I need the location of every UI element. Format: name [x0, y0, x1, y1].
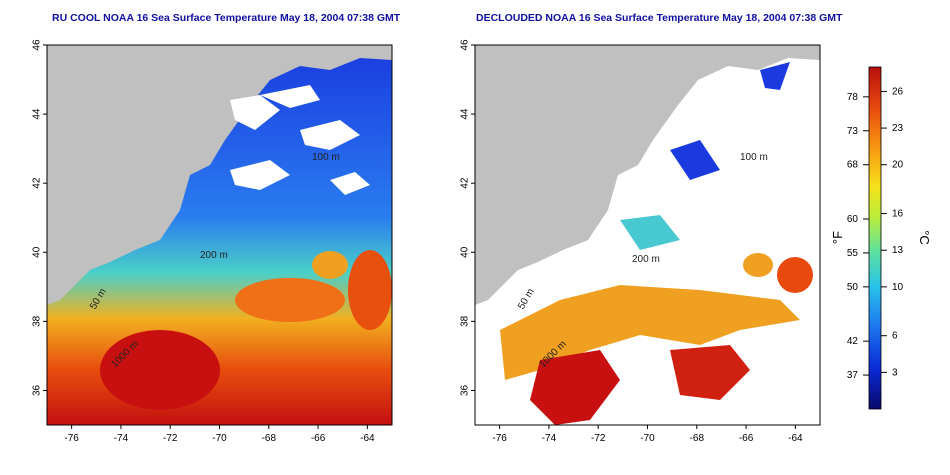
lat-tick-left-3: 42: [32, 177, 43, 189]
lat-tick-right-5: 46: [460, 39, 471, 51]
celsius-tick-2: 20: [892, 160, 904, 171]
lon-tick-right-3: -70: [640, 433, 655, 444]
celsius-tick-6: 6: [892, 331, 898, 342]
lat-tick-right-0: 36: [460, 384, 471, 396]
right-warm-band: [500, 285, 800, 380]
left-clouds: [230, 85, 370, 195]
fahrenheit-unit: °F: [830, 230, 846, 245]
fahrenheit-tick-2: 68: [847, 160, 859, 171]
lat-tick-right-3: 42: [460, 177, 471, 189]
right-axes: -76 -74 -72 -70 -68 -66 -64 36 38 40 42 44 46: [460, 39, 803, 444]
fahrenheit-tick-5: 50: [847, 282, 859, 293]
lat-tick-left-5: 46: [32, 39, 43, 51]
celsius-tick-1: 23: [892, 123, 904, 134]
lat-tick-right-4: 44: [460, 108, 471, 120]
lon-tick-right-5: -66: [739, 433, 754, 444]
fahrenheit-tick-0: 78: [847, 92, 859, 103]
fahrenheit-tick-4: 55: [847, 248, 859, 259]
celsius-unit: °C: [916, 230, 932, 245]
lon-tick-right-4: -68: [690, 433, 705, 444]
contour-label-200m-right: 200 m: [632, 254, 660, 265]
left-panel-title: RU COOL NOAA 16 Sea Surface Temperature …: [52, 12, 401, 24]
lat-tick-right-2: 40: [460, 246, 471, 258]
lat-tick-left-2: 40: [32, 246, 43, 258]
contour-label-100m-left: 100 m: [312, 152, 340, 163]
fahrenheit-tick-6: 42: [847, 336, 859, 347]
lat-tick-right-1: 38: [460, 315, 471, 327]
fahrenheit-tick-3: 60: [847, 214, 859, 225]
right-panel-title: DECLOUDED NOAA 16 Sea Surface Temperatur…: [476, 12, 843, 24]
lon-tick-right-1: -74: [542, 433, 557, 444]
celsius-tick-7: 3: [892, 367, 898, 378]
lon-tick-left-6: -64: [360, 433, 375, 444]
lon-tick-right-0: -76: [492, 433, 507, 444]
lat-tick-left-4: 44: [32, 108, 43, 120]
lon-tick-right-2: -72: [591, 433, 606, 444]
celsius-tick-5: 10: [892, 282, 904, 293]
lon-tick-left-2: -72: [163, 433, 178, 444]
lon-tick-left-0: -76: [64, 433, 79, 444]
lat-tick-left-1: 38: [32, 315, 43, 327]
lon-tick-left-4: -68: [262, 433, 277, 444]
right-land: [475, 45, 820, 305]
lat-tick-left-0: 36: [32, 384, 43, 396]
right-map: [474, 44, 821, 426]
colorbar: 78 73 68 60 55 50 42 37 26 23 20 16 13 10 6 3: [847, 66, 904, 410]
fahrenheit-tick-1: 73: [847, 126, 859, 137]
contour-label-100m-right: 100 m: [740, 152, 768, 163]
lon-tick-left-3: -70: [212, 433, 227, 444]
left-map: [46, 44, 393, 426]
lon-tick-left-5: -66: [311, 433, 326, 444]
left-warm-eddy: [312, 251, 348, 279]
lon-tick-right-6: -64: [788, 433, 803, 444]
celsius-tick-0: 26: [892, 86, 904, 97]
fahrenheit-tick-7: 37: [847, 370, 859, 381]
lon-tick-left-1: -74: [114, 433, 129, 444]
celsius-tick-3: 16: [892, 209, 904, 220]
celsius-tick-4: 13: [892, 245, 904, 256]
left-land: [47, 45, 392, 305]
contour-label-200m-left: 200 m: [200, 250, 228, 261]
left-axes: -76 -74 -72 -70 -68 -66 -64 36 38 40 42 44 46: [32, 39, 375, 444]
